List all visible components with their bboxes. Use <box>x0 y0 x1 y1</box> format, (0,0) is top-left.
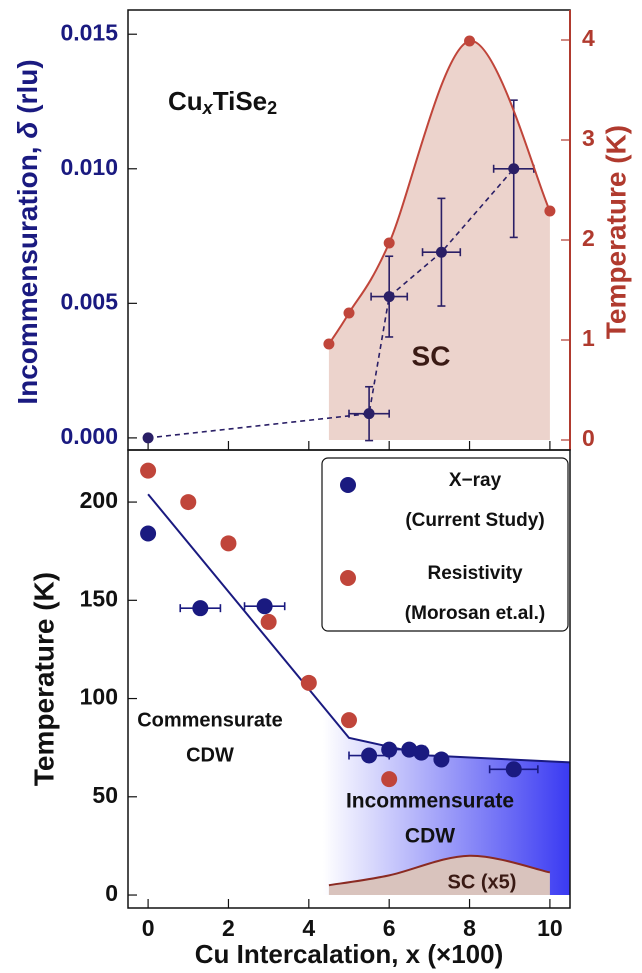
annotation: CDW <box>405 825 455 848</box>
data-point <box>544 205 556 217</box>
x-tick-label: 2 <box>222 915 235 941</box>
data-point <box>140 525 157 542</box>
data-point <box>413 744 430 761</box>
y-axis-label: Incommensuration, δ (rlu) <box>12 59 43 404</box>
data-point <box>180 494 197 511</box>
legend-label: (Morosan et.al.) <box>405 603 545 624</box>
formula: CuxTiSe2 <box>168 86 277 118</box>
data-point <box>401 741 418 758</box>
data-point <box>381 771 398 788</box>
y-axis-label: Temperature (K) <box>28 572 59 786</box>
y2-axis-label: Temperature (K) <box>600 125 631 339</box>
y-tick-label: 200 <box>80 487 118 513</box>
data-point <box>260 613 277 630</box>
x-axis-label: Cu Intercalation, x (×100) <box>195 939 503 969</box>
data-point <box>220 535 237 552</box>
y-tick-label: 0 <box>105 880 118 906</box>
y-axis-label-part: Incommensuration, <box>12 139 43 405</box>
data-point <box>256 598 273 615</box>
annotation: CDW <box>186 744 234 766</box>
data-point <box>433 751 450 768</box>
data-point <box>343 307 355 319</box>
formula-part: TiSe <box>213 86 267 116</box>
y-axis-label-part: (rlu) <box>12 59 43 121</box>
annotation: SC <box>412 340 451 371</box>
data-point <box>341 712 357 729</box>
x-tick-label: 6 <box>383 915 396 941</box>
legend-label: Resistivity <box>427 563 522 584</box>
delta-line <box>148 168 515 439</box>
y-tick-label: 0.000 <box>60 423 118 449</box>
formula-part: Cu <box>168 86 203 116</box>
data-point <box>435 246 447 258</box>
data-point <box>383 291 395 303</box>
legend-label: X−ray <box>449 470 502 491</box>
data-point <box>142 432 154 444</box>
annotation: Incommensurate <box>346 790 514 813</box>
legend-marker <box>340 477 356 493</box>
x-tick-label: 10 <box>537 915 563 941</box>
sc-boundary <box>328 854 551 887</box>
data-point <box>361 747 378 764</box>
y2-tick-label: 1 <box>582 325 595 351</box>
formula-part: x <box>202 98 214 118</box>
data-point <box>383 237 395 249</box>
y2-tick-label: 2 <box>582 225 595 251</box>
data-point <box>505 761 522 778</box>
y2-tick-label: 3 <box>582 125 595 151</box>
data-point <box>464 35 476 47</box>
data-point <box>323 338 335 350</box>
legend-marker <box>340 570 356 586</box>
sc-region <box>328 40 550 441</box>
x-tick-label: 8 <box>463 915 476 941</box>
y-tick-label: 100 <box>80 684 118 710</box>
y-tick-label: 0.010 <box>60 154 118 180</box>
sc-region <box>328 855 550 896</box>
data-point <box>140 462 157 479</box>
legend-box <box>321 457 569 632</box>
data-point <box>363 408 375 420</box>
x-tick-label: 4 <box>302 915 315 941</box>
legend-label: (Current Study) <box>405 510 544 531</box>
x-tick-label: 0 <box>142 915 155 941</box>
annotation: SC (x5) <box>448 871 517 893</box>
y-tick-label: 0.005 <box>60 288 118 314</box>
y-tick-label: 0.015 <box>60 19 118 45</box>
data-point <box>300 674 317 691</box>
annotation: Commensurate <box>137 709 283 731</box>
y2-tick-label: 0 <box>582 425 595 451</box>
data-point <box>508 163 520 175</box>
y2-tick-label: 4 <box>582 25 595 51</box>
y-tick-label: 50 <box>92 782 118 808</box>
y-tick-label: 150 <box>80 585 118 611</box>
data-point <box>192 600 209 617</box>
frame <box>127 449 571 909</box>
formula-part: 2 <box>267 98 277 118</box>
y-axis-label-part: δ <box>12 121 43 139</box>
